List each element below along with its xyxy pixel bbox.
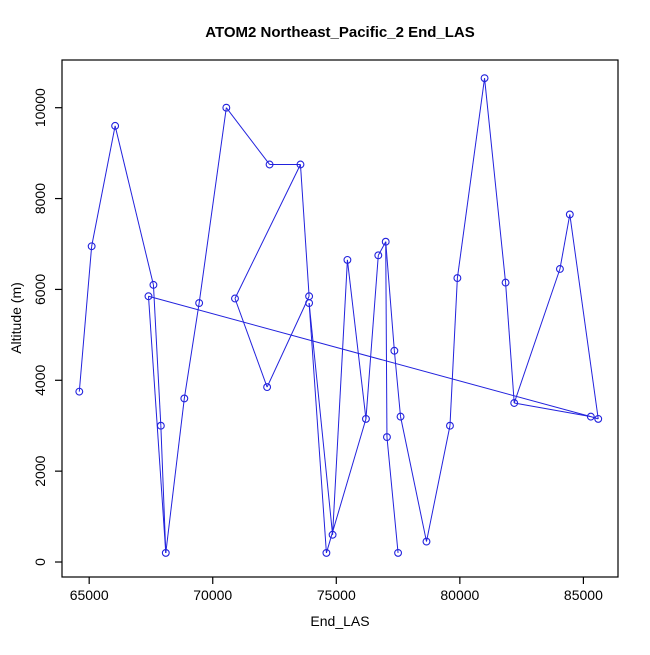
series-segment xyxy=(385,241,395,351)
data-point-marker xyxy=(149,280,158,289)
y-tick-label: 10000 xyxy=(32,88,48,127)
x-tick-label: 70000 xyxy=(193,587,232,603)
y-tick-label: 4000 xyxy=(32,365,48,396)
series-segment xyxy=(78,246,93,392)
series-segment xyxy=(299,164,310,297)
data-point-marker xyxy=(383,433,391,442)
series-segment xyxy=(569,214,599,419)
trend-line xyxy=(148,295,591,418)
y-axis: 0 2000 4000 6000 8000 10000 xyxy=(32,88,62,566)
y-tick-label: 0 xyxy=(32,558,48,566)
y-axis-label: Altitude (m) xyxy=(8,282,24,354)
data-point-marker xyxy=(231,294,239,303)
series-segment xyxy=(513,268,561,404)
series-segment xyxy=(393,350,402,417)
data-point-marker xyxy=(480,74,489,83)
data-point-marker xyxy=(586,412,595,421)
data-points xyxy=(75,74,603,557)
series-segment xyxy=(325,418,367,554)
series-segment xyxy=(386,437,399,553)
chart-area: 65000 70000 75000 80000 85000 0 2000 4000 6000 80… xyxy=(32,59,619,603)
data-point-marker xyxy=(374,251,383,260)
data-point-marker xyxy=(156,421,165,430)
series-segment xyxy=(559,214,571,270)
series-segment xyxy=(308,303,334,535)
data-point-marker xyxy=(322,548,331,557)
x-tick-label: 85000 xyxy=(564,587,603,603)
data-point-marker xyxy=(594,414,603,423)
data-point-marker xyxy=(501,278,510,287)
data-point-marker xyxy=(453,274,462,283)
data-point-marker xyxy=(161,548,170,557)
series-segment xyxy=(160,425,167,553)
series-segment xyxy=(183,302,200,399)
y-tick-label: 8000 xyxy=(32,183,48,214)
x-tick-label: 75000 xyxy=(317,587,356,603)
series-segment xyxy=(332,259,348,535)
series-segment xyxy=(484,78,507,283)
series-segment xyxy=(152,284,162,426)
data-point-marker xyxy=(222,103,231,112)
data-point-marker xyxy=(111,121,120,130)
plot-border xyxy=(61,59,619,578)
series-segment xyxy=(225,107,270,165)
series-segment xyxy=(308,303,327,553)
y-tick-label: 2000 xyxy=(32,455,48,486)
series-segment xyxy=(114,125,154,285)
series-segment xyxy=(198,107,227,304)
data-point-marker xyxy=(510,399,519,407)
series-segment xyxy=(514,402,591,418)
series-segment xyxy=(234,164,301,299)
data-segments xyxy=(78,78,599,554)
y-tick-label: 6000 xyxy=(32,274,48,305)
data-point-marker xyxy=(180,394,189,403)
series-segment xyxy=(449,278,458,426)
data-point-marker xyxy=(396,412,405,421)
data-point-marker xyxy=(390,346,399,355)
data-point-marker xyxy=(446,421,454,430)
series-segment xyxy=(165,398,185,553)
data-point-marker xyxy=(565,210,574,219)
x-axis-label: End_LAS xyxy=(310,613,369,629)
series-segment xyxy=(425,425,451,542)
series-segment xyxy=(234,298,268,388)
data-point-marker xyxy=(263,383,272,392)
data-point-marker xyxy=(394,548,403,557)
series-segment xyxy=(505,282,515,404)
series-segment xyxy=(377,241,387,256)
data-point-marker xyxy=(296,160,305,169)
data-point-marker xyxy=(422,537,431,546)
data-point-marker xyxy=(381,237,390,246)
series-segment xyxy=(456,78,486,279)
data-point-marker xyxy=(343,255,352,264)
data-point-marker xyxy=(195,299,204,308)
data-point-marker xyxy=(87,242,96,251)
data-point-marker xyxy=(555,265,564,273)
data-point-marker xyxy=(265,160,274,169)
series-segment xyxy=(266,296,310,388)
series-segment xyxy=(400,416,427,542)
data-point-marker xyxy=(305,299,314,308)
data-point-marker xyxy=(75,387,84,396)
data-point-marker xyxy=(361,414,370,423)
x-tick-label: 65000 xyxy=(70,587,109,603)
data-point-marker xyxy=(328,530,337,539)
series-segment xyxy=(346,259,367,419)
series-segment xyxy=(91,125,116,247)
chart-title: ATOM2 Northeast_Pacific_2 End_LAS xyxy=(205,24,475,41)
series-segment xyxy=(385,241,388,438)
x-tick-label: 80000 xyxy=(440,587,479,603)
series-segment xyxy=(365,255,379,419)
x-axis: 65000 70000 75000 80000 85000 xyxy=(70,577,603,603)
data-point-marker xyxy=(144,292,153,301)
